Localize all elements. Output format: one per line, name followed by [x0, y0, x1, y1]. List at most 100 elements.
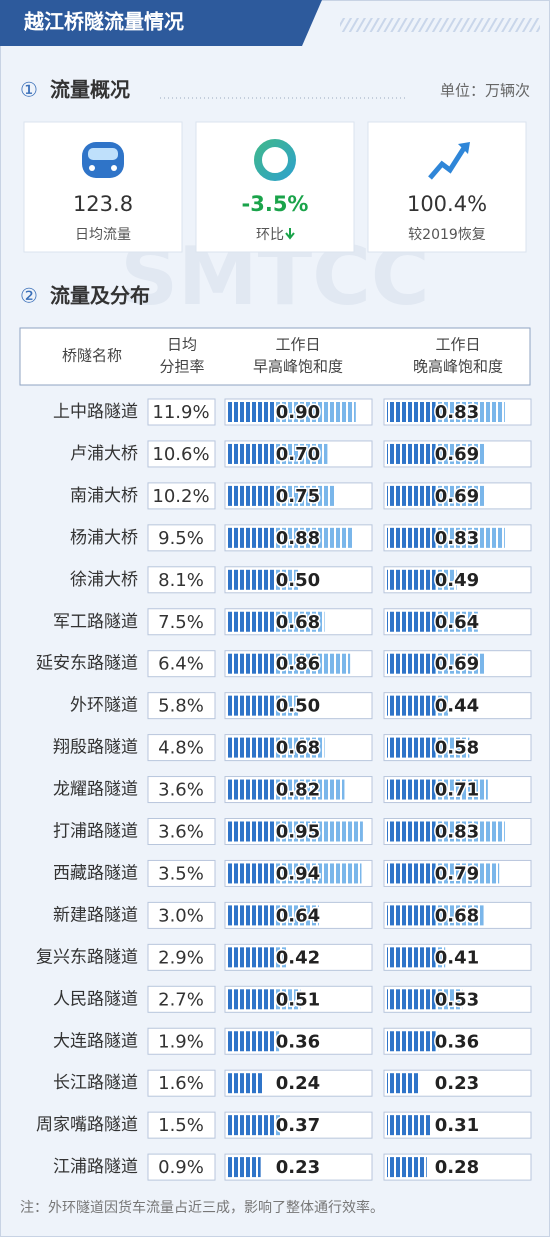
bar-dark	[228, 527, 276, 548]
bar-value: 0.64	[276, 905, 320, 926]
bar	[228, 863, 362, 884]
bar-light	[435, 779, 488, 800]
bar-dark	[228, 569, 276, 590]
bar-light	[276, 779, 345, 800]
bar-dark	[387, 485, 435, 506]
row-name: 军工路隧道	[53, 612, 138, 632]
row-name: 卢浦大桥	[70, 444, 138, 464]
bar-dark	[228, 485, 276, 506]
card-value: 123.8	[73, 192, 133, 216]
bar-dark	[387, 989, 435, 1010]
bar-dark	[387, 1115, 432, 1136]
section-index: ①	[20, 78, 38, 102]
column-header: 日均	[167, 336, 197, 354]
section-title: 流量及分布	[50, 284, 150, 308]
bar-dark	[387, 947, 435, 968]
share-box	[147, 482, 216, 510]
bar-value: 0.90	[276, 402, 320, 423]
bar-value: 0.94	[276, 863, 320, 884]
row-share: 1.6%	[158, 1073, 204, 1094]
share-box	[147, 524, 216, 552]
bar	[228, 443, 328, 464]
bar-light	[276, 695, 299, 716]
bar	[228, 485, 335, 506]
bar	[387, 527, 505, 548]
row-name: 上中路隧道	[53, 402, 138, 422]
share-box	[147, 901, 216, 929]
bar-light	[435, 989, 463, 1010]
share-box	[147, 734, 216, 762]
bar-value: 0.71	[435, 780, 479, 801]
bar-light	[435, 695, 450, 716]
share-box	[147, 692, 216, 720]
card-label: 较2019恢复	[408, 226, 486, 243]
bar	[387, 695, 450, 716]
bar-light	[276, 611, 325, 632]
bar-dark	[228, 737, 276, 758]
share-box	[147, 566, 216, 594]
bar-light	[276, 737, 325, 758]
share-box	[147, 859, 216, 887]
row-share: 3.0%	[158, 905, 204, 926]
row-share: 3.6%	[158, 822, 204, 843]
bar	[387, 821, 505, 842]
share-box	[147, 650, 216, 678]
bar	[228, 737, 325, 758]
bar-light	[276, 485, 335, 506]
bar-value: 0.37	[276, 1115, 320, 1136]
column-header: 桥隧名称	[62, 347, 122, 365]
row-share: 3.6%	[158, 780, 204, 801]
card	[367, 121, 527, 253]
row-share: 6.4%	[158, 654, 204, 675]
bar-dark	[387, 821, 435, 842]
bar-light	[276, 989, 301, 1010]
bar-value: 0.82	[276, 780, 320, 801]
bar-value: 0.36	[435, 1031, 479, 1052]
bar-light	[276, 653, 351, 674]
bar-value: 0.23	[435, 1073, 479, 1094]
trend-arrow	[458, 142, 470, 154]
row-name: 龙耀路隧道	[53, 780, 138, 800]
note: 注：外环隧道因货车流量占近三成，影响了整体通行效率。	[20, 1199, 384, 1216]
bar-value: 0.44	[435, 696, 479, 717]
bar-value: 0.79	[435, 863, 479, 884]
bar	[387, 905, 484, 926]
bar	[387, 485, 485, 506]
row-name: 大连路隧道	[53, 1031, 138, 1051]
row-name: 翔殷路隧道	[53, 738, 138, 758]
bar-light	[435, 905, 484, 926]
row-name: 复兴东路隧道	[36, 947, 138, 967]
header-title: 越江桥隧流量情况	[23, 10, 184, 34]
section-index: ②	[20, 284, 38, 308]
bar-value: 0.69	[435, 444, 479, 465]
bar	[228, 611, 325, 632]
bar-value: 0.95	[276, 822, 320, 843]
bar	[387, 1115, 432, 1136]
bar	[228, 1115, 281, 1136]
row-name: 周家嘴路隧道	[36, 1115, 138, 1135]
bar-light	[276, 402, 356, 422]
bar-light	[435, 443, 485, 464]
bar-value: 0.53	[435, 989, 479, 1010]
share-box	[147, 398, 216, 426]
unit: 单位：万辆次	[440, 82, 530, 100]
bar-dark	[387, 653, 435, 674]
bar	[228, 947, 288, 968]
bar-dark	[387, 737, 435, 758]
bar-light	[435, 653, 485, 674]
share-box	[147, 608, 216, 636]
bar-value: 0.28	[435, 1157, 479, 1178]
bar-light	[435, 611, 478, 632]
share-box	[147, 1069, 216, 1097]
bar-dark	[387, 402, 435, 422]
bar-dark	[387, 905, 435, 926]
bar	[228, 653, 351, 674]
row-name: 延安东路隧道	[36, 654, 138, 674]
row-name: 人民路隧道	[53, 989, 138, 1009]
bar	[387, 779, 488, 800]
ring-icon	[254, 139, 296, 181]
card-label: 环比	[256, 227, 284, 243]
row-name: 西藏路隧道	[53, 863, 138, 883]
section-title: 流量概况	[50, 78, 130, 102]
